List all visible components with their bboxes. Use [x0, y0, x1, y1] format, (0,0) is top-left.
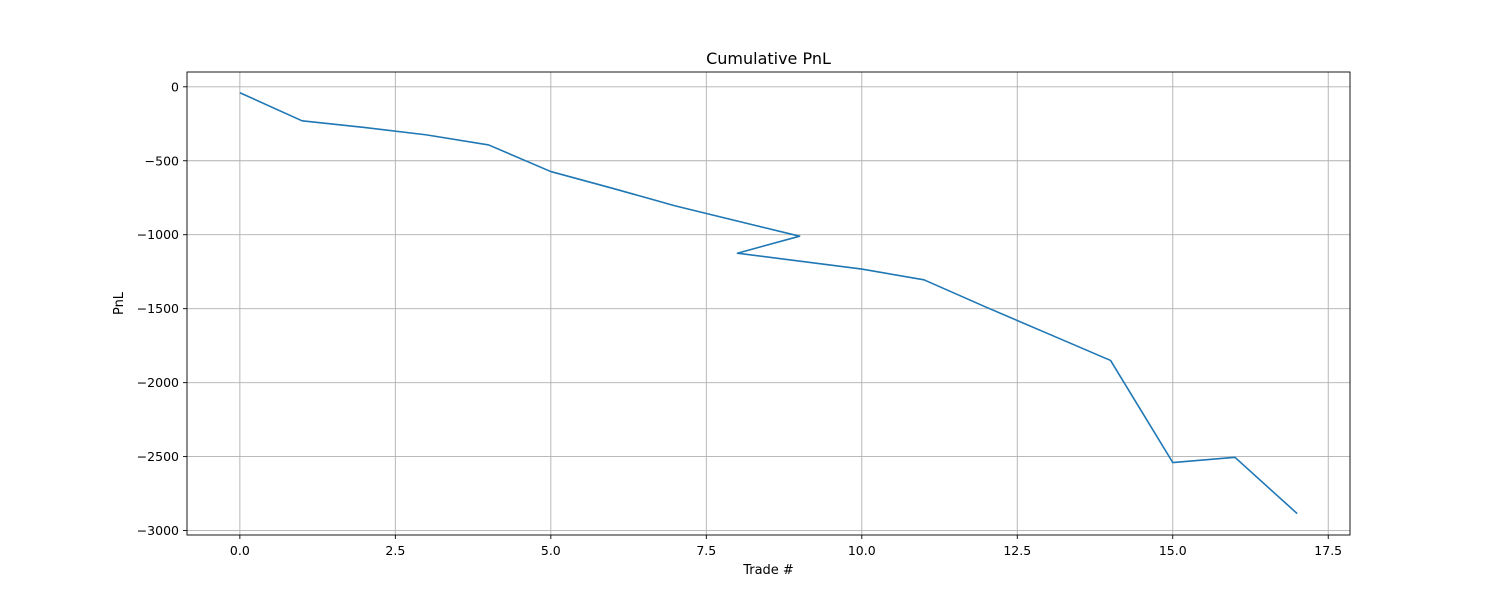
y-tick-label: 0: [171, 79, 179, 94]
grid: [187, 72, 1350, 535]
y-tick-label: −1500: [137, 301, 179, 316]
x-tick-label: 15.0: [1159, 543, 1187, 558]
series-line: [239, 91, 1298, 515]
x-tick-label: 2.5: [385, 543, 405, 558]
x-tick-label: 12.5: [1003, 543, 1031, 558]
series-layer: [239, 91, 1298, 515]
x-tick-label: 17.5: [1314, 543, 1342, 558]
x-tick-label: 7.5: [696, 543, 716, 558]
y-tick-label: −3000: [137, 523, 179, 538]
x-axis: 0.0 2.5 5.0 7.5 10.0 12.5 15.0 17.5: [230, 535, 1342, 558]
y-tick-label: −2500: [137, 449, 179, 464]
x-tick-label: 0.0: [230, 543, 250, 558]
y-axis: 0 −500 −1000 −1500 −2000 −2500 −3000: [137, 79, 187, 538]
y-tick-label: −500: [145, 153, 179, 168]
x-tick-label: 10.0: [848, 543, 876, 558]
x-tick-label: 5.0: [541, 543, 561, 558]
y-axis-label: PnL: [112, 291, 127, 315]
y-tick-label: −1000: [137, 227, 179, 242]
y-tick-label: −2000: [137, 375, 179, 390]
chart-title: Cumulative PnL: [706, 49, 831, 68]
plot-frame: [186, 71, 1351, 536]
x-axis-label: Trade #: [742, 563, 794, 578]
